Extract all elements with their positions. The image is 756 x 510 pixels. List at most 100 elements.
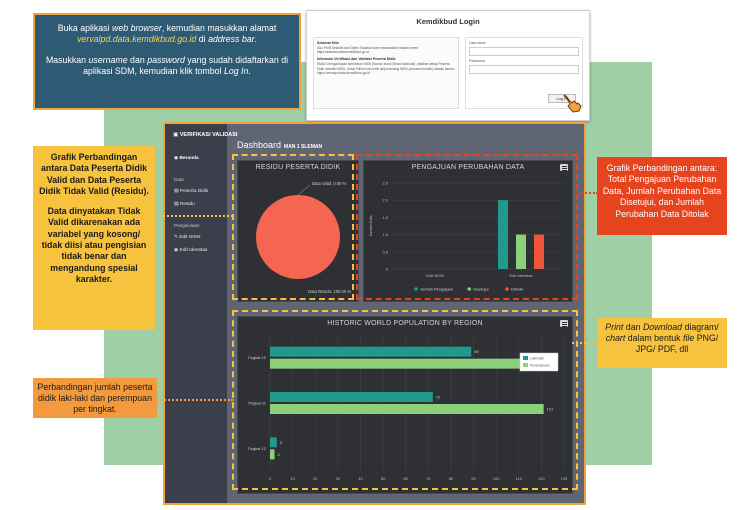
legend-label: Perempuan [530,364,550,368]
callout-residu-text-2: Data dinyatakan Tidak Valid dikarenakan … [41,205,147,285]
bar [270,437,277,448]
sidebar-item-edit-identitas[interactable]: ◉ Edit Identitas [174,248,207,253]
callout-residu-text-1: Grafik Perbandingan antara Data Peserta … [39,152,149,197]
legend-label: Jumlah Pengajuan [420,287,453,292]
highlight-residu [232,154,354,300]
legend-box [519,352,559,372]
x-tick-label: 130 [561,476,568,481]
sidebar-item-beranda[interactable]: ◉ Beranda [174,156,199,161]
pie-label-valid: Data Valid: 0.00 % [312,181,347,186]
pie-chart: Data Valid: 0.00 % Data Residu: 100.00 % [256,181,351,294]
sidebar-item-label: Residu [179,202,195,207]
info-text-1: Gsu Profil Sekolah dan Daten Tsauinan da… [317,45,419,55]
bar [270,404,544,414]
sidebar-section-data: Data [174,177,184,182]
bar [516,234,526,269]
connector-print [572,342,598,344]
pie-slice [256,195,340,279]
y-tick-label: 1.0 [382,232,388,237]
pointer-hand-icon [563,94,582,113]
bar-value-label: 3 [280,440,283,445]
x-tick-label: 120 [538,476,545,481]
callout-print-download: Print dan Download diagram/ chart dalam … [597,318,727,368]
chart-title: PENGAJUAN PERUBAHAN DATA [411,164,525,171]
x-tick-label: 60 [403,476,408,481]
info-text-2: SMUG mengantupan kebutuhan NISN (Nomor I… [317,62,455,75]
sidebar: ▣ VERIFIKASI VALIDASI ◉ Beranda Data ▤ Pes… [165,124,237,503]
x-tick-label: 10 [290,476,295,481]
password-label: Password [469,59,485,63]
login-instruction-1: Buka aplikasi web browser, kemudian masu… [57,23,277,45]
login-form: Username Password Log In [465,37,583,109]
y-tick-label: 2.0 [382,198,388,203]
username-label: Username [469,41,486,45]
y-tick-label: 0.5 [382,249,388,254]
list-icon: ▤ [174,202,180,207]
bar [498,200,508,269]
callout-gender: Perbandingan jumlah peserta didik laki-l… [33,378,157,418]
pie-label-residu: Data Residu: 100.00 % [308,289,351,294]
card-population: HISTORIC WORLD POPULATION BY REGION 0 10 2… [237,316,573,494]
bar-value-label: 89 [474,349,479,354]
x-tick-label: 30 [336,476,341,481]
y-tick-label: 2.5 [382,181,388,186]
bar-chart: 0 0.5 1.0 1.5 2.0 2.5 Jumlah Data Edit NISN Edit… [369,181,564,292]
card-pengajuan: PENGAJUAN PERUBAHAN DATA 0 0.5 1.0 1.5 2.0 2.… [363,160,573,302]
bar [270,358,544,369]
callout-login-instructions: Buka aplikasi web browser, kemudian masu… [33,13,301,110]
connector-pengajuan [578,192,598,194]
id-icon: ◉ [174,248,180,253]
sidebar-section-pengelolaan: Pengelolaan [174,223,200,228]
y-tick-label: Tingkat 11 [248,401,267,406]
users-icon: ▤ [174,189,180,194]
password-input[interactable] [469,65,579,74]
edit-icon: ✎ [174,235,180,240]
bar-value-label: 121 [547,407,554,412]
login-button[interactable]: Log In [548,94,576,103]
chart-menu-icon[interactable] [560,320,568,327]
x-tick-label: 70 [426,476,431,481]
connector-gender [157,399,233,401]
school-name: MAN 1 SLEMAN [284,144,323,150]
chart-menu-icon[interactable] [560,164,568,171]
url-text: vervalpd.data.kemdikbud.go.id [77,34,197,45]
x-tick-label: 100 [493,476,500,481]
x-tick-label: 0 [269,476,272,481]
x-tick-label: 40 [358,476,363,481]
y-tick-label: 0 [386,267,389,272]
legend-marker [523,363,528,367]
bar [270,449,275,460]
legend-label: Ditolak [511,287,523,292]
horizontal-bar-chart: 0 10 20 30 40 50 60 70 80 90 100 110 120 130 Tingkat 1… [247,335,568,481]
sidebar-item-label: Beranda [179,156,199,161]
sidebar-item-peserta-didik[interactable]: ▤ Peserta Didik [174,189,208,194]
highlight-population [232,310,578,490]
callout-pengajuan: Grafik Perbandingan antara: Total Pengaj… [597,157,727,235]
legend-label: Disetujui [473,287,488,292]
y-tick-label: Tingkat 10 [247,355,266,360]
chart-title: HISTORIC WORLD POPULATION BY REGION [327,320,483,327]
sidebar-item-label: Edit NISN [179,235,201,240]
y-tick-label: 1.5 [382,215,388,220]
x-tick-label: Edit NISN [426,273,444,278]
legend-label: Laki-laki [530,357,544,361]
callout-residu: Grafik Perbandingan antara Data Peserta … [33,146,155,330]
legend-marker [505,287,509,291]
login-info-panel: Selamat Kita Gsu Profil Sekolah dan Date… [313,37,459,109]
legend-marker [523,356,528,360]
sidebar-item-label: Edit Identitas [179,248,208,253]
x-tick-label: 20 [313,476,318,481]
bar-value-label: 2 [278,452,281,457]
sidebar-item-residu[interactable]: ▤ Residu [174,202,195,207]
login-instruction-2: Masukkan username dan password yang suda… [45,54,289,77]
bar [270,346,472,357]
sidebar-item-edit-nisn[interactable]: ✎ Edit NISN [174,235,200,240]
x-tick-label: 50 [381,476,386,481]
chart-title: RESIDU PESERTA DIDIK [255,164,341,171]
username-input[interactable] [469,47,579,56]
x-tick-label: Edit Identitas [509,273,532,278]
highlight-pengajuan [356,154,578,300]
card-residu: RESIDU PESERTA DIDIK Data Valid: 0.00 % D… [237,160,359,302]
legend-marker [467,287,471,291]
bar [270,392,433,402]
